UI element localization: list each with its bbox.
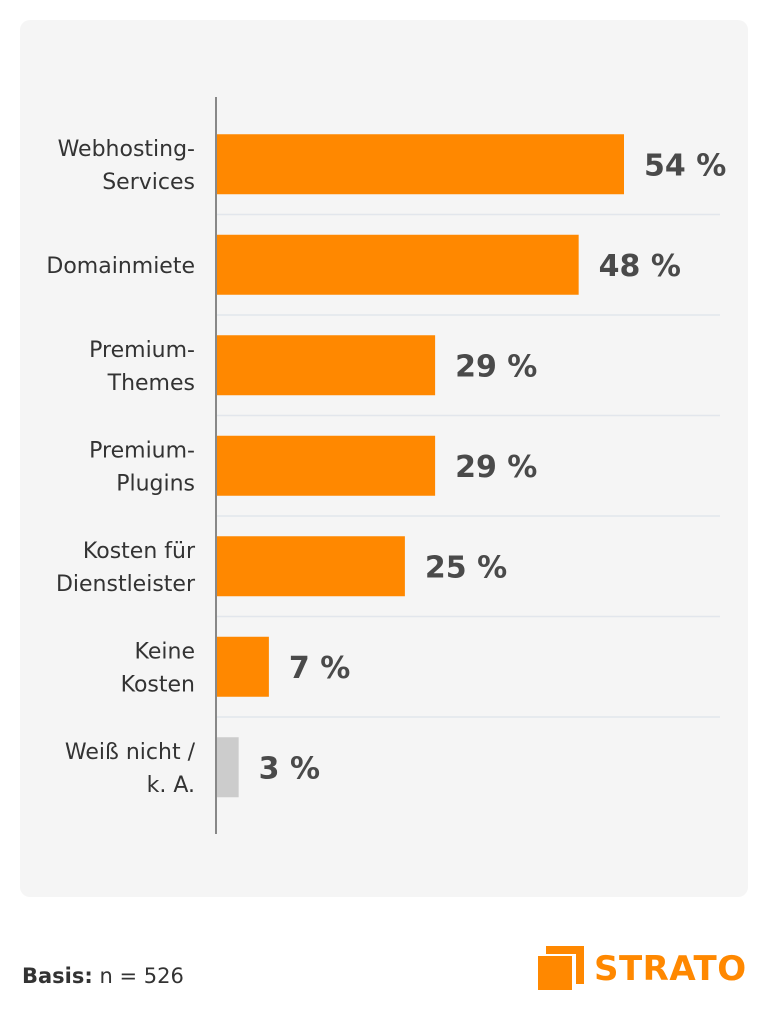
category-label-line: Plugins bbox=[116, 471, 195, 496]
category-label: Kosten für Dienstleister bbox=[56, 539, 196, 597]
bar bbox=[216, 536, 405, 597]
category-label: Webhosting- Services bbox=[58, 137, 195, 195]
category-label: Premium- Themes bbox=[89, 338, 195, 396]
data-label: 48 % bbox=[599, 249, 681, 284]
category-label-line: Domainmiete bbox=[46, 254, 195, 279]
category-label-line: Dienstleister bbox=[56, 572, 196, 597]
category-label-line: Keine bbox=[135, 639, 195, 664]
category-label-line: Webhosting- bbox=[58, 137, 195, 162]
category-label: Premium- Plugins bbox=[89, 438, 195, 496]
data-label: 54 % bbox=[644, 148, 726, 183]
bar-chart: 54 % Webhosting- Services 48 % Domainmiete 29… bbox=[46, 97, 726, 834]
strato-logo: STRATO bbox=[538, 946, 747, 992]
strato-logo-icon bbox=[538, 946, 584, 992]
category-label: Weiß nicht / k. A. bbox=[65, 740, 196, 798]
category-label-line: Weiß nicht / bbox=[65, 740, 196, 765]
data-label: 29 % bbox=[455, 349, 537, 384]
bar bbox=[216, 335, 436, 396]
category-label-line: Services bbox=[102, 170, 195, 195]
data-label: 25 % bbox=[425, 550, 507, 585]
basis-value: n = 526 bbox=[99, 964, 184, 988]
basis-label: Basis: bbox=[22, 964, 93, 988]
data-label: 7 % bbox=[289, 651, 350, 686]
bar bbox=[216, 234, 579, 295]
bar bbox=[216, 636, 269, 697]
bar bbox=[216, 435, 436, 496]
category-label: Keine Kosten bbox=[121, 639, 195, 697]
category-label-line: Kosten bbox=[121, 672, 195, 697]
sample-basis: Basis: n = 526 bbox=[22, 964, 184, 988]
category-label-line: k. A. bbox=[147, 773, 195, 798]
category-label-line: Themes bbox=[107, 371, 195, 396]
bar bbox=[216, 737, 239, 798]
category-label-line: Premium- bbox=[89, 338, 195, 363]
category-label-line: Kosten für bbox=[83, 539, 196, 564]
data-label: 3 % bbox=[259, 751, 320, 786]
category-label: Domainmiete bbox=[46, 254, 195, 279]
strato-logo-text: STRATO bbox=[594, 949, 747, 989]
bar bbox=[216, 134, 624, 195]
data-label: 29 % bbox=[455, 450, 537, 485]
category-label-line: Premium- bbox=[89, 438, 195, 463]
